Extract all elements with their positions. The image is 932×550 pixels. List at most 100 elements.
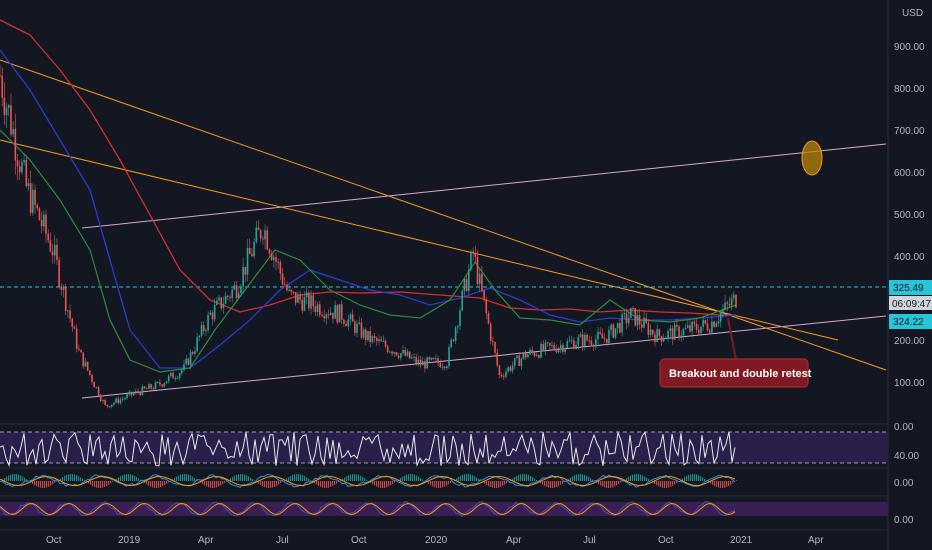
macd-histogram-bar [642,475,644,481]
macd-histogram-bar [262,481,264,487]
last-price-value: 325.49 [893,283,924,294]
macd-histogram-bar [218,481,220,487]
candle-body [669,328,672,331]
candle-body [649,329,652,335]
time-tick: 2020 [425,535,448,546]
rsi-pane[interactable]: 0.00 40.00 [0,422,919,468]
candle-body [397,355,400,358]
macd-pane[interactable]: 0.00 [0,467,914,489]
candle-body [113,402,115,405]
candle-body [340,304,343,320]
macd-histogram-bar [68,474,70,481]
candle-body [251,254,253,257]
macd-histogram-bar [288,477,290,481]
macd-histogram-bar [688,474,690,481]
candle-body [448,347,450,367]
candle-body [121,398,124,400]
candle-body [559,345,562,348]
macd-histogram-bar [106,481,108,486]
macd-histogram-bar [402,476,404,481]
candle-body [354,321,356,333]
candle-body [529,349,531,355]
candle-body [573,340,575,349]
macd-histogram-bar [518,475,520,481]
candle-body [612,324,615,338]
macd-histogram-bar [628,476,630,481]
macd-histogram-bar [434,481,436,488]
macd-histogram-bar [310,480,312,481]
candle-body [603,338,606,340]
candle-body [277,261,279,263]
candle-body [474,253,477,257]
candle-body [316,304,319,313]
candle-body [651,329,654,335]
candle-body [323,315,325,319]
macd-histogram-bar [128,474,130,481]
candle-body [728,303,731,306]
annotation-callout[interactable]: Breakout and double retest [659,317,812,388]
macd-histogram-bar [654,481,656,484]
candle-body [411,357,413,359]
macd-histogram-bar [84,480,86,481]
channel-upper-line[interactable] [81,143,887,229]
macd-histogram-bar [318,481,320,486]
candle-body [279,262,282,274]
candle-body [205,330,207,332]
time-axis[interactable]: Oct 2019 Apr Jul Oct 2020 Apr Jul Oct 20… [0,529,888,546]
candle-body [67,310,69,312]
macd-histogram-bar [104,481,106,487]
macd-histogram-bar [150,481,152,487]
candle-body [520,358,523,367]
macd-histogram-bar [732,481,734,484]
candle-body [82,352,85,367]
candle-body [708,330,711,333]
macd-histogram-bar [202,481,204,485]
candlestick-series[interactable] [0,64,737,409]
macd-histogram-bar [192,476,194,481]
macd-histogram-bar [450,481,452,483]
candle-body [349,314,352,320]
target-ellipse[interactable] [801,140,823,176]
macd-histogram-bar [530,475,532,481]
macd-histogram-bar [336,481,338,484]
macd-histogram-bar [736,480,738,481]
macd-histogram-bar [590,478,592,481]
macd-histogram-bar [212,481,214,488]
macd-histogram-bar [608,481,610,488]
macd-histogram-bar [662,481,664,488]
macd-histogram-bar [556,481,558,488]
macd-histogram-bar [76,475,78,481]
candle-body [581,334,584,347]
trendline-shallow[interactable] [0,139,839,341]
candle-body [60,286,63,291]
macd-histogram-bar [52,481,54,485]
candle-body [191,352,194,354]
candle-body [312,295,315,307]
macd-histogram-bar [456,478,458,481]
macd-histogram-bar [506,481,508,484]
macd-histogram-bar [428,481,430,484]
macd-histogram-bar [502,481,504,486]
candle-body [551,344,553,346]
macd-histogram-bar [640,474,642,481]
price-axis[interactable]: USD 900.00 800.00 700.00 600.00 500.00 4… [887,0,932,550]
macd-histogram-bar [702,477,704,481]
candle-body [235,285,238,298]
stoch-pane[interactable]: 0.00 [0,495,914,526]
macd-histogram-bar [520,474,522,481]
candle-body [658,329,661,336]
candle-body [21,162,23,173]
candle-body [240,286,242,294]
macd-histogram-bar [280,481,282,484]
candle-body [270,253,273,260]
macd-histogram-bar [692,474,694,481]
time-tick: 2021 [730,535,753,546]
macd-histogram-bar [486,481,488,485]
trendline-steep[interactable] [0,59,887,371]
macd-histogram-bar [32,481,34,484]
candle-body [568,340,571,342]
channel-lower-line[interactable] [81,315,887,399]
candle-body [75,328,78,349]
candle-body [299,294,301,300]
